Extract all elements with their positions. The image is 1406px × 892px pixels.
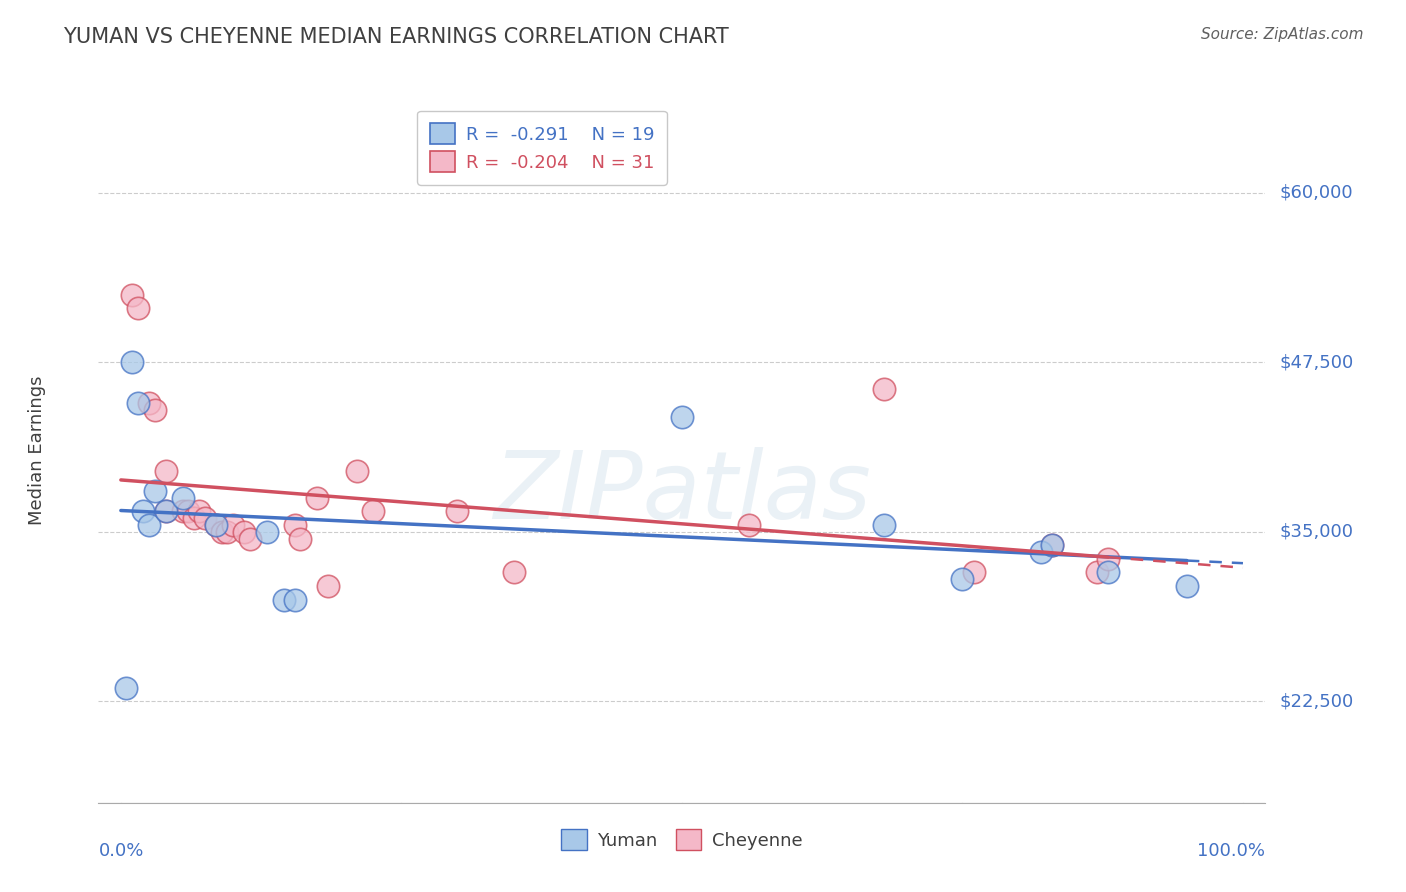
Point <box>290 532 312 546</box>
Point <box>155 504 177 518</box>
Point <box>1175 579 1198 593</box>
Text: 100.0%: 100.0% <box>1198 842 1265 860</box>
Point <box>1097 566 1119 580</box>
Point <box>172 491 194 505</box>
Point <box>446 504 468 518</box>
Point <box>363 504 385 518</box>
Point <box>155 464 177 478</box>
Text: $35,000: $35,000 <box>1279 523 1354 541</box>
Point <box>217 524 239 539</box>
Text: 0.0%: 0.0% <box>98 842 143 860</box>
Point <box>1040 538 1063 552</box>
Point <box>952 572 974 586</box>
Text: ZIPatlas: ZIPatlas <box>494 447 870 538</box>
Point <box>205 518 228 533</box>
Legend: Yuman, Cheyenne: Yuman, Cheyenne <box>554 822 810 857</box>
Point <box>177 504 200 518</box>
Point <box>188 504 211 518</box>
Point <box>873 383 896 397</box>
Point <box>205 518 228 533</box>
Text: Source: ZipAtlas.com: Source: ZipAtlas.com <box>1201 27 1364 42</box>
Point <box>138 518 160 533</box>
Point <box>273 592 295 607</box>
Text: $22,500: $22,500 <box>1279 692 1354 710</box>
Text: $47,500: $47,500 <box>1279 353 1354 371</box>
Point <box>194 511 217 525</box>
Point <box>172 504 194 518</box>
Point <box>962 566 984 580</box>
Point <box>318 579 340 593</box>
Point <box>671 409 693 424</box>
Point <box>1097 552 1119 566</box>
Text: Median Earnings: Median Earnings <box>28 376 46 525</box>
Point <box>222 518 245 533</box>
Point <box>132 504 155 518</box>
Point <box>307 491 329 505</box>
Text: YUMAN VS CHEYENNE MEDIAN EARNINGS CORRELATION CHART: YUMAN VS CHEYENNE MEDIAN EARNINGS CORREL… <box>63 27 730 46</box>
Point <box>127 301 149 315</box>
Point <box>239 532 262 546</box>
Point <box>738 518 761 533</box>
Point <box>115 681 138 695</box>
Point <box>1040 538 1063 552</box>
Point <box>873 518 896 533</box>
Point <box>143 484 166 499</box>
Point <box>127 396 149 410</box>
Point <box>502 566 524 580</box>
Point <box>121 287 143 301</box>
Point <box>284 518 307 533</box>
Point <box>121 355 143 369</box>
Point <box>211 524 233 539</box>
Text: $60,000: $60,000 <box>1279 184 1353 202</box>
Point <box>143 402 166 417</box>
Point <box>233 524 256 539</box>
Point <box>183 511 205 525</box>
Point <box>284 592 307 607</box>
Point <box>155 504 177 518</box>
Point <box>138 396 160 410</box>
Point <box>1085 566 1108 580</box>
Point <box>256 524 278 539</box>
Point <box>1029 545 1052 559</box>
Point <box>346 464 368 478</box>
